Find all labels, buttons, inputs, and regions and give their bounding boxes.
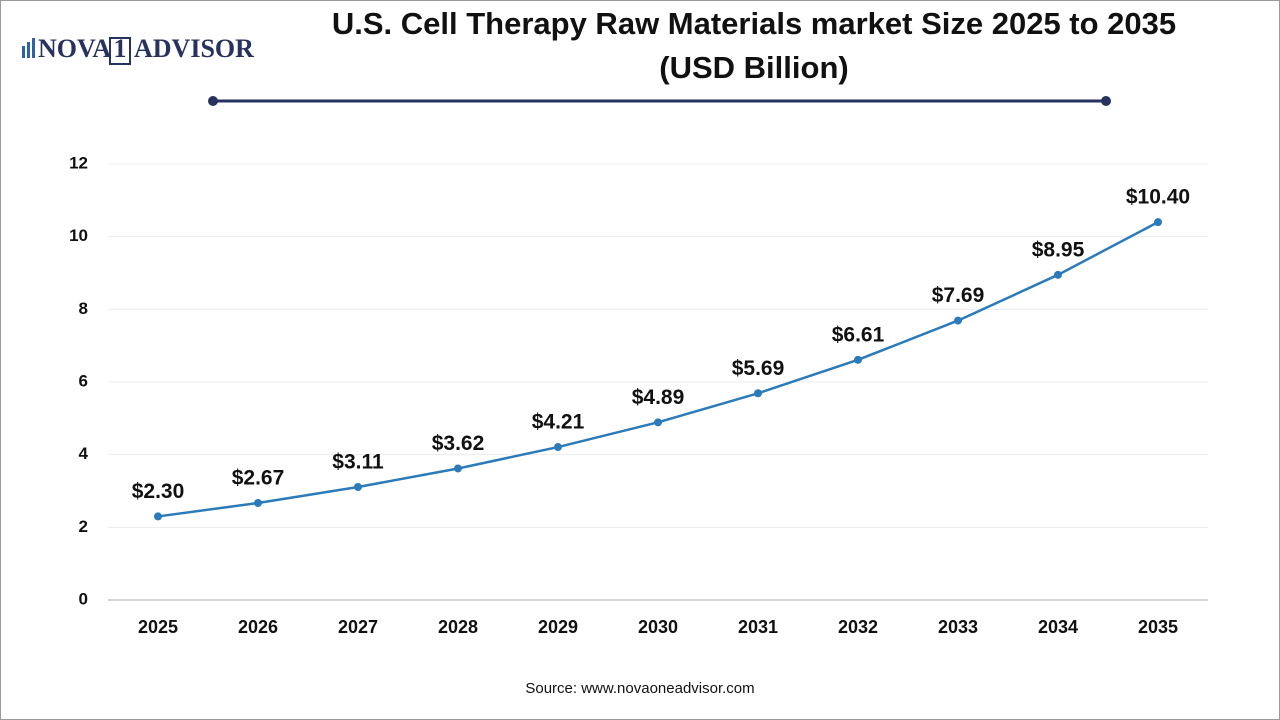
data-label: $10.40 [1126,186,1190,209]
chart-title: U.S. Cell Therapy Raw Materials market S… [332,6,1176,41]
logo-box [109,37,131,65]
logo-bar [27,42,30,58]
data-point [854,355,862,364]
data-label: $2.30 [132,480,185,503]
data-label: $6.61 [832,323,885,346]
y-tick-label: 0 [79,589,88,608]
data-point [454,464,462,473]
data-label: $2.67 [232,467,285,490]
logo: NOVA 1 ADVISOR [22,34,254,65]
title-rule-dot [208,96,218,106]
x-tick-label: 2031 [738,617,778,637]
y-tick-label: 2 [79,517,88,536]
x-tick-label: 2034 [1038,617,1078,637]
data-label: $3.62 [432,432,485,455]
logo-left: NOVA [38,34,111,63]
data-label: $4.89 [632,386,685,409]
chart-title: (USD Billion) [659,50,848,85]
x-tick-label: 2032 [838,617,878,637]
data-label: $7.69 [932,284,985,307]
y-tick-label: 10 [69,226,88,245]
data-point [154,512,162,521]
logo-bar [32,38,35,58]
x-tick-label: 2025 [138,617,178,637]
y-tick-label: 6 [79,371,88,390]
data-label: $8.95 [1032,238,1085,261]
data-point [354,483,362,492]
data-point [654,418,662,427]
y-tick-label: 12 [69,153,88,172]
y-tick-label: 4 [79,444,89,463]
logo-mark: 1 [114,34,127,63]
x-tick-label: 2033 [938,617,978,637]
data-point [754,389,762,398]
x-tick-label: 2026 [238,617,278,637]
x-tick-label: 2029 [538,617,578,637]
x-tick-label: 2027 [338,617,378,637]
source: Source: www.novaoneadvisor.com [525,680,754,697]
logo-right: ADVISOR [134,34,254,63]
data-point [954,316,962,325]
data-label: $4.21 [532,411,585,434]
data-point [1154,218,1162,227]
data-point [554,443,562,452]
data-point [254,498,262,507]
y-tick-label: 8 [79,299,88,318]
x-tick-label: 2030 [638,617,678,637]
title-rule-dot [1101,96,1111,106]
logo-bar [22,46,25,58]
data-label: $3.11 [332,451,384,474]
data-label: $5.69 [732,357,785,380]
x-tick-label: 2028 [438,617,478,637]
data-point [1054,270,1062,279]
x-tick-label: 2035 [1138,617,1178,637]
